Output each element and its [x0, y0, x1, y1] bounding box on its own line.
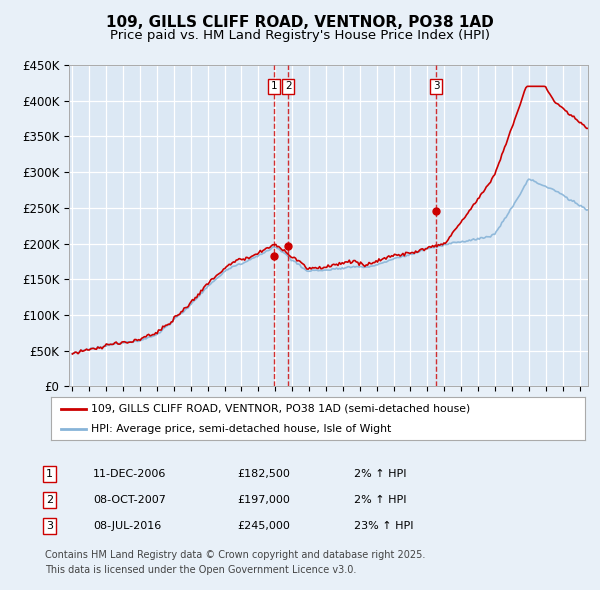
Text: £182,500: £182,500	[237, 470, 290, 479]
Text: 3: 3	[433, 81, 440, 91]
Text: 2% ↑ HPI: 2% ↑ HPI	[354, 470, 407, 479]
Text: 3: 3	[46, 522, 53, 531]
Text: 109, GILLS CLIFF ROAD, VENTNOR, PO38 1AD (semi-detached house): 109, GILLS CLIFF ROAD, VENTNOR, PO38 1AD…	[91, 404, 470, 414]
Text: 2% ↑ HPI: 2% ↑ HPI	[354, 496, 407, 505]
Text: 11-DEC-2006: 11-DEC-2006	[93, 470, 166, 479]
Text: 23% ↑ HPI: 23% ↑ HPI	[354, 522, 413, 531]
Text: £245,000: £245,000	[237, 522, 290, 531]
Text: HPI: Average price, semi-detached house, Isle of Wight: HPI: Average price, semi-detached house,…	[91, 424, 391, 434]
Text: 109, GILLS CLIFF ROAD, VENTNOR, PO38 1AD: 109, GILLS CLIFF ROAD, VENTNOR, PO38 1AD	[106, 15, 494, 30]
Text: 08-JUL-2016: 08-JUL-2016	[93, 522, 161, 531]
Text: Contains HM Land Registry data © Crown copyright and database right 2025.
This d: Contains HM Land Registry data © Crown c…	[45, 550, 425, 575]
Text: 2: 2	[46, 496, 53, 505]
Text: 2: 2	[285, 81, 292, 91]
Text: 1: 1	[46, 470, 53, 479]
Text: Price paid vs. HM Land Registry's House Price Index (HPI): Price paid vs. HM Land Registry's House …	[110, 29, 490, 42]
Text: 1: 1	[271, 81, 278, 91]
Text: £197,000: £197,000	[237, 496, 290, 505]
Text: 08-OCT-2007: 08-OCT-2007	[93, 496, 166, 505]
